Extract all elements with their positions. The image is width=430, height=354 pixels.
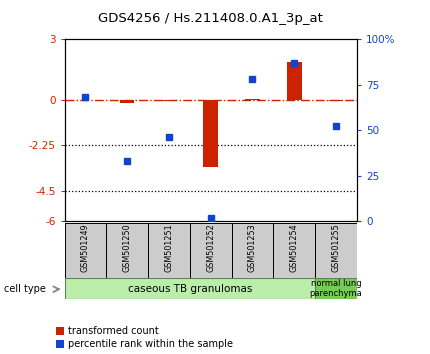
Bar [64,223,106,278]
Text: caseous TB granulomas: caseous TB granulomas [128,284,252,293]
Bar [315,278,357,299]
Text: GSM501252: GSM501252 [206,223,215,272]
Text: normal lung
parenchyma: normal lung parenchyma [310,279,362,298]
Bar [315,223,357,278]
Text: GSM501253: GSM501253 [248,223,257,272]
Bar [190,223,232,278]
Bar [64,278,315,299]
Bar [232,223,273,278]
Text: GSM501254: GSM501254 [290,223,299,272]
Bar [329,100,343,101]
Text: GSM501249: GSM501249 [81,223,90,272]
Text: GDS4256 / Hs.211408.0.A1_3p_at: GDS4256 / Hs.211408.0.A1_3p_at [98,12,323,25]
Bar [245,99,260,100]
Bar [120,100,135,103]
Bar [148,223,190,278]
Bar [203,100,218,167]
Text: GSM501251: GSM501251 [164,223,173,272]
Bar [162,100,176,101]
Text: cell type: cell type [4,284,46,294]
Bar [273,223,315,278]
Bar [106,223,148,278]
Text: GSM501250: GSM501250 [123,223,132,272]
Bar [287,62,301,100]
Text: GSM501255: GSM501255 [332,223,341,272]
Legend: transformed count, percentile rank within the sample: transformed count, percentile rank withi… [56,326,233,349]
